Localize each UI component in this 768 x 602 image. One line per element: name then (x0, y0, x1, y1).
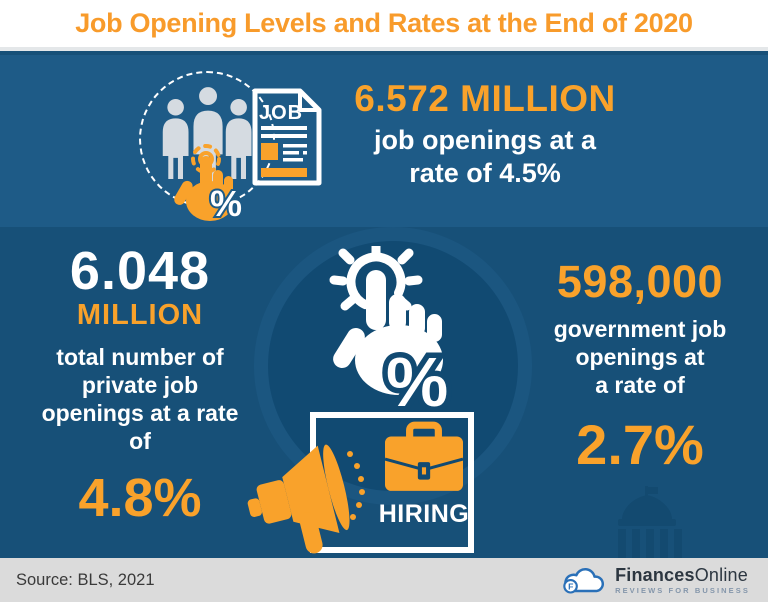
megaphone-icon (247, 444, 365, 554)
click-hand-icon: % (329, 246, 454, 421)
percent-icon: % (210, 183, 242, 224)
cloud-logo-icon: F (563, 567, 605, 594)
overall-stat-desc-line: rate of 4.5% (409, 158, 561, 188)
logo-letter: F (568, 581, 573, 591)
source-text: Source: BLS, 2021 (16, 570, 155, 589)
page-title: Job Opening Levels and Rates at the End … (75, 8, 693, 38)
hiring-content: HIRING (378, 421, 470, 529)
brand-tagline: REVIEWS FOR BUSINESS (615, 585, 750, 595)
brand-logo: F FinancesOnline REVIEWS FOR BUSINESS (560, 564, 750, 597)
brand-text: FinancesOnline REVIEWS FOR BUSINESS (615, 566, 750, 595)
government-stat-block: 598,000 government job openings at a rat… (516, 258, 764, 477)
tap-cursor-icon: % (174, 144, 244, 226)
capitol-building-icon (618, 486, 682, 558)
private-stat-rate: 4.8% (78, 468, 202, 528)
hiring-label: HIRING (378, 500, 470, 528)
private-stat-unit: MILLION (76, 299, 204, 331)
private-stat-desc: total number of private job openings at … (41, 344, 239, 454)
header-bar: Job Opening Levels and Rates at the End … (0, 0, 768, 51)
percent-icon: % (386, 343, 448, 421)
brand-name-light: Online (694, 564, 748, 585)
overall-stat-block: 6.572 MILLION job openings at a rate of … (330, 78, 640, 190)
overall-stat-section: JOB % 6.572 MILLION job opening (0, 55, 768, 227)
government-stat-value: 598,000 (556, 256, 724, 307)
private-stat-value: 6.048 (69, 241, 211, 301)
footer-bar: Source: BLS, 2021 F FinancesOnline REVIE… (0, 558, 768, 602)
briefcase-icon (384, 421, 464, 491)
government-stat-rate: 2.7% (576, 413, 704, 476)
brand-name-bold: Finances (615, 564, 695, 585)
private-stat-block: 6.048 MILLION total number of private jo… (16, 243, 264, 529)
overall-stat-desc-line: job openings at a (373, 125, 596, 155)
job-document-icon: JOB (252, 88, 322, 186)
job-document-label: JOB (259, 102, 303, 124)
overall-stat-value: 6.572 MILLION (354, 78, 616, 119)
detail-stats-section: 6.048 MILLION total number of private jo… (0, 227, 768, 558)
government-stat-desc: government job openings at a rate of (553, 316, 727, 398)
